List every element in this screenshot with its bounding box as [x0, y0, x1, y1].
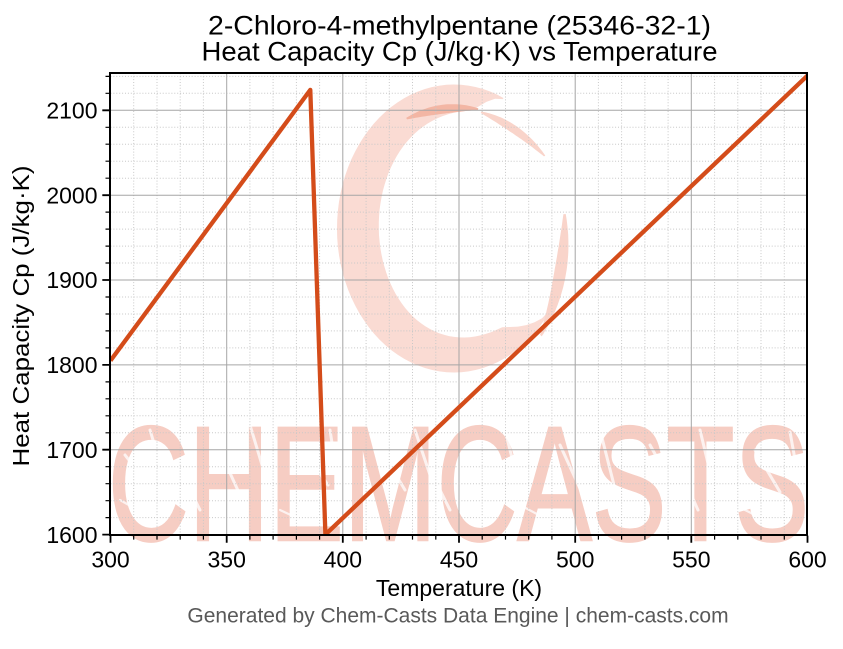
svg-text:400: 400 [324, 547, 362, 573]
svg-text:Heat Capacity Cp (J/kg·K): Heat Capacity Cp (J/kg·K) [8, 166, 34, 467]
svg-text:450: 450 [440, 547, 478, 573]
svg-text:2000: 2000 [46, 182, 97, 208]
svg-text:2100: 2100 [46, 98, 97, 124]
svg-text:300: 300 [91, 547, 129, 573]
svg-text:Heat Capacity Cp (J/kg·K) vs T: Heat Capacity Cp (J/kg·K) vs Temperature [202, 36, 718, 66]
svg-text:1700: 1700 [46, 437, 97, 463]
svg-text:600: 600 [788, 547, 826, 573]
svg-text:Generated by Chem-Casts Data E: Generated by Chem-Casts Data Engine | ch… [187, 605, 728, 628]
svg-text:2-Chloro-4-methylpentane (2534: 2-Chloro-4-methylpentane (25346-32-1) [208, 11, 711, 41]
svg-text:1600: 1600 [46, 522, 97, 548]
svg-text:550: 550 [672, 547, 710, 573]
svg-text:350: 350 [208, 547, 246, 573]
svg-text:500: 500 [556, 547, 594, 573]
svg-text:1900: 1900 [46, 267, 97, 293]
svg-text:1800: 1800 [46, 352, 97, 378]
svg-text:Temperature (K): Temperature (K) [376, 575, 542, 601]
